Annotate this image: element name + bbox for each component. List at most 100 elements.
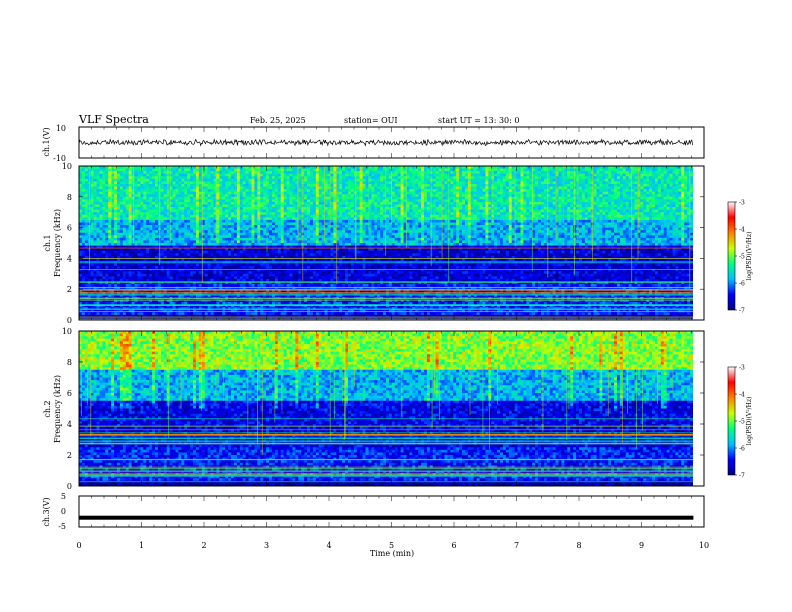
spectrogram-cell	[274, 312, 279, 316]
spectrogram-cell	[295, 232, 299, 236]
spectrogram-cell	[193, 302, 197, 305]
spectrogram-cell	[143, 207, 147, 211]
spectrogram-cell	[213, 299, 217, 303]
spectrogram-cell	[239, 227, 244, 231]
spectrogram-cell	[283, 248, 287, 252]
spectrogram-cell	[160, 225, 165, 228]
spectrogram-cell	[289, 245, 293, 249]
spectrogram-cell	[286, 237, 290, 241]
spectrogram-cell	[213, 201, 217, 205]
spectrogram-cell	[286, 299, 290, 303]
spectrogram-cell	[248, 240, 252, 244]
spectrogram-cell	[102, 227, 106, 231]
spectrogram-cell	[178, 194, 182, 198]
spectrogram-cell	[172, 240, 176, 244]
spectrogram-cell	[193, 243, 197, 246]
spectrogram-cell	[178, 225, 182, 228]
spectrogram-cell	[99, 312, 103, 316]
spectrogram-cell	[204, 255, 209, 259]
spectrogram-cell	[140, 232, 144, 236]
spectrogram-cell	[222, 253, 226, 257]
spectrogram-cell	[242, 227, 247, 231]
spectrogram-cell	[222, 268, 226, 272]
spectrogram-cell	[193, 268, 197, 272]
spectrogram-cell	[292, 183, 296, 187]
spectrogram-cell	[283, 245, 287, 249]
spectrogram-cell	[216, 178, 220, 182]
spectrogram-cell	[181, 281, 185, 285]
spectrogram-cell	[119, 278, 124, 282]
spectrogram-cell	[269, 209, 273, 213]
spectrogram-cell	[99, 230, 103, 234]
spectrogram-cell	[207, 243, 211, 246]
spectrogram-cell	[143, 299, 147, 303]
spectrogram-cell	[274, 199, 279, 203]
spectrogram-cell	[213, 253, 217, 257]
spectrogram-cell	[125, 294, 130, 298]
spectrogram-cell	[201, 281, 206, 285]
spectrogram-cell	[114, 299, 118, 303]
spectrogram-cell	[152, 302, 156, 305]
spectrogram-cell	[286, 225, 290, 228]
spectrogram-cell	[233, 232, 238, 236]
spectrogram-cell	[125, 281, 130, 285]
spectrogram-cell	[195, 201, 200, 205]
spectrogram-cell	[125, 284, 130, 288]
spectrogram-cell	[117, 225, 121, 228]
spectrogram-cell	[187, 232, 191, 236]
spectrogram-cell	[111, 168, 115, 172]
spectrogram-cell	[152, 181, 156, 185]
spectrogram-cell	[248, 250, 252, 254]
spectrogram-cell	[122, 201, 127, 205]
spectrogram-cell	[149, 263, 153, 267]
spectrogram-cell	[134, 240, 138, 244]
spectrogram-cell	[190, 248, 194, 252]
spectrogram-cell	[263, 166, 267, 169]
spectrogram-cell	[213, 217, 217, 221]
spectrogram-cell	[99, 276, 103, 280]
spectrogram-cell	[251, 201, 255, 205]
spectrogram-cell	[286, 219, 290, 223]
spectrogram-cell	[169, 240, 173, 244]
spectrogram-cell	[251, 209, 255, 213]
spectrogram-cell	[236, 186, 241, 190]
spectrogram-cell	[269, 245, 273, 249]
spectrogram-cell	[146, 278, 150, 282]
spectrogram-cell	[181, 276, 185, 280]
spectrogram-cell	[111, 240, 115, 244]
spectrogram-cell	[181, 312, 185, 316]
spectrogram-cell	[96, 266, 100, 270]
spectrogram-cell	[87, 276, 92, 280]
spectrogram-cell	[204, 230, 209, 234]
spectrogram-cell	[248, 227, 252, 231]
spectrogram-cell	[152, 240, 156, 244]
spectrogram-cell	[222, 225, 226, 228]
spectrogram-cell	[108, 240, 112, 244]
spectrogram-cell	[178, 263, 182, 267]
spectrogram-cell	[222, 299, 226, 303]
spectrogram-cell	[266, 299, 270, 303]
spectrogram-cell	[155, 302, 159, 305]
spectrogram-cell	[260, 230, 264, 234]
spectrogram-cell	[117, 314, 121, 318]
spectrogram-cell	[260, 183, 264, 187]
spectrogram-cell	[289, 255, 293, 259]
spectrogram-cell	[125, 299, 130, 303]
spectrogram-cell	[152, 183, 156, 187]
spectrogram-cell	[269, 171, 273, 175]
spectrogram-cell	[263, 196, 267, 200]
spectrogram-cell	[277, 255, 282, 259]
spectrogram-cell	[216, 240, 220, 244]
spectrogram-cell	[122, 253, 127, 257]
spectrogram-cell	[280, 240, 285, 244]
spectrogram-cell	[283, 173, 287, 177]
spectrogram-cell	[283, 227, 287, 231]
spectrogram-cell	[195, 227, 200, 231]
spectrogram-cell	[114, 194, 118, 198]
spectrogram-cell	[204, 278, 209, 282]
spectrogram-cell	[195, 250, 200, 254]
spectrogram-cell	[163, 314, 168, 318]
spectrogram-cell	[93, 176, 97, 180]
spectrogram-cell	[111, 312, 115, 316]
spectrogram-cell	[219, 173, 223, 177]
